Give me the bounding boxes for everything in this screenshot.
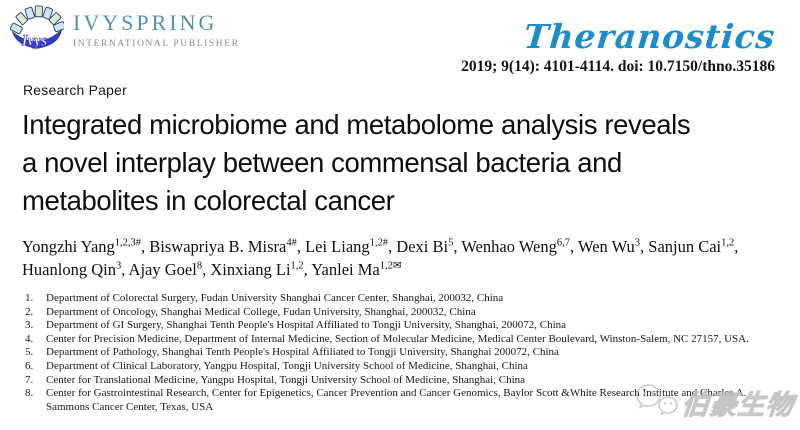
affiliation-text: Department of Pathology, Shanghai Tenth … <box>46 346 559 359</box>
publisher-logo: Ivys IVYSPRING INTERNATIONAL PUBLISHER <box>9 4 240 67</box>
author: Ajay Goel8, <box>128 260 211 279</box>
affiliation-text: Center for Gastrointestinal Research, Ce… <box>46 387 747 413</box>
affiliation-text: Department of Colorectal Surgery, Fudan … <box>46 292 504 304</box>
author: Sanjun Cai1,2, <box>648 237 739 256</box>
affiliation-item: 4. Center for Precision Medicine, Departm… <box>25 333 775 347</box>
article-title: Integrated microbiome and metabolome ana… <box>22 106 775 220</box>
author: Xinxiang Li1,2, <box>210 260 312 279</box>
journal-block: Theranostics 2019; 9(14): 4101-4114. doi… <box>461 4 777 76</box>
journal-citation: 2019; 9(14): 4101-4114. doi: 10.7150/thn… <box>461 58 775 75</box>
author: Wenhao Weng6,7, <box>461 237 578 256</box>
affiliation-number: 7. <box>25 373 34 386</box>
affiliation-number: 2. <box>25 305 34 318</box>
publisher-text: IVYSPRING INTERNATIONAL PUBLISHER <box>73 4 240 49</box>
author: Lei Liang1,2#, <box>305 237 397 256</box>
page-header: Ivys IVYSPRING INTERNATIONAL PUBLISHER T… <box>0 0 800 76</box>
author: Biswapriya B. Misra4#, <box>149 237 306 256</box>
affiliation-item: 5. Department of Pathology, Shanghai Tent… <box>25 346 775 360</box>
title-line-1: Integrated microbiome and metabolome ana… <box>22 109 691 140</box>
affiliation-number: 4. <box>25 332 34 345</box>
author: Dexi Bi5, <box>396 237 462 256</box>
author: Yanlei Ma1,2✉ <box>311 260 402 279</box>
affiliation-text: Center for Precision Medicine, Departmen… <box>46 332 749 345</box>
wechat-icon <box>636 383 678 422</box>
author: Wen Wu3, <box>577 237 649 256</box>
title-line-2: a novel interplay between commensal bact… <box>22 147 622 178</box>
watermark: 伯豪生物 <box>636 383 796 422</box>
affiliation-item: 3. Department of GI Surgery, Shanghai Ten… <box>25 319 775 333</box>
affiliation-number: 3. <box>25 319 34 332</box>
author: Huanlong Qin3, <box>22 260 129 279</box>
affiliation-number: 5. <box>25 346 34 359</box>
ivyspring-logo-icon: Ivys <box>9 4 66 67</box>
ivyspring-monogram: Ivys <box>21 33 48 50</box>
affiliation-item: 1. Department of Colorectal Surgery, Fuda… <box>25 292 775 306</box>
affiliation-text: Department of Clinical Laboratory, Yangp… <box>46 359 528 372</box>
affiliation-text: Department of Oncology, Shanghai Medical… <box>46 305 476 318</box>
affiliation-number: 1. <box>25 292 34 304</box>
affiliation-item: 2. Department of Oncology, Shanghai Medic… <box>25 306 775 320</box>
affiliation-text: Center for Translational Medicine, Yangp… <box>46 373 526 386</box>
corresponding-author-icon: ✉ <box>392 260 402 272</box>
affiliation-text: Department of GI Surgery, Shanghai Tenth… <box>46 319 567 332</box>
publisher-subtitle: INTERNATIONAL PUBLISHER <box>73 39 240 49</box>
watermark-text: 伯豪生物 <box>680 390 796 421</box>
affiliation-item: 7. Center for Translational Medicine, Yan… <box>25 374 775 388</box>
title-line-3: metabolites in colorectal cancer <box>22 185 395 216</box>
publisher-name: IVYSPRING <box>73 10 218 35</box>
author-list: Yongzhi Yang1,2,3#, Biswapriya B. Misra4… <box>22 235 770 281</box>
affiliation-list: 1. Department of Colorectal Surgery, Fuda… <box>25 292 775 414</box>
journal-logo: Theranostics <box>521 17 777 56</box>
affiliation-number: 6. <box>25 359 34 372</box>
affiliation-item: 8. Center for Gastrointestinal Research, … <box>25 387 775 414</box>
affiliation-item: 6. Department of Clinical Laboratory, Yan… <box>25 360 775 374</box>
author: Yongzhi Yang1,2,3#, <box>22 237 150 256</box>
article-type-label: Research Paper <box>23 82 127 98</box>
affiliation-number: 8. <box>25 387 34 400</box>
